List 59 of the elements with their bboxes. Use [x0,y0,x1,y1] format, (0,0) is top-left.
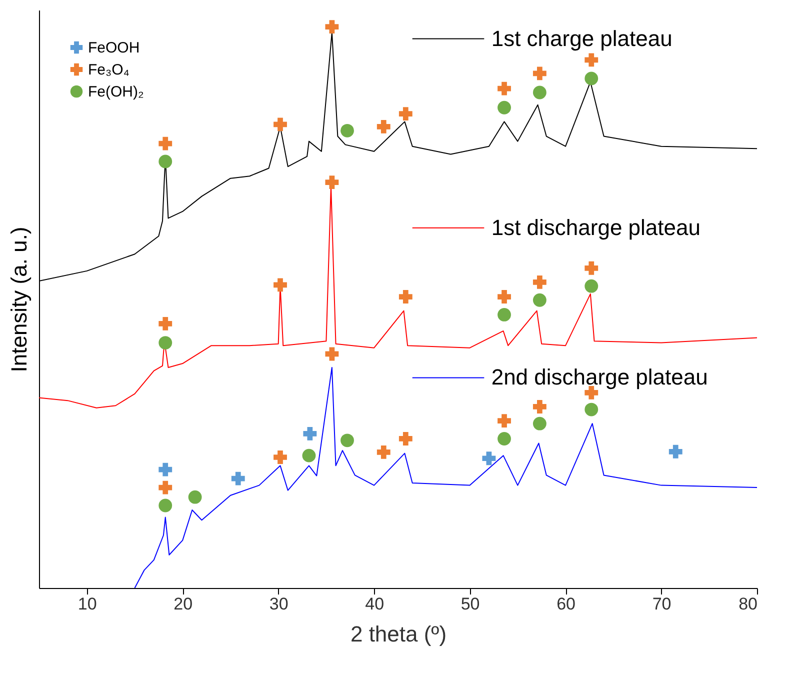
point [340,124,354,138]
x-tick-label: 70 [652,594,672,614]
point [498,82,511,96]
point [532,416,546,430]
point [532,66,546,80]
point [398,432,412,446]
point [158,336,172,350]
x-tick-label: 20 [174,594,193,614]
point [398,107,412,121]
point [498,100,511,114]
point [274,118,287,132]
x-tick-label: 30 [269,594,288,614]
point [158,498,172,512]
point [498,290,511,304]
legend-label: Fe(OH)₂ [88,84,144,100]
point [188,490,202,504]
point [158,480,172,494]
legend-label: 1st charge plateau [491,26,672,51]
point [584,72,598,86]
point [584,279,598,293]
point [325,347,339,361]
point [302,448,316,462]
point [231,472,245,486]
point [376,120,390,134]
point [274,450,287,464]
x-tick-label: 50 [460,594,480,614]
point [158,316,172,330]
x-tick-label: 80 [738,594,758,614]
point [325,20,339,34]
x-tick-label: 10 [78,594,97,614]
point [498,414,511,428]
point [498,432,511,446]
point [482,452,496,466]
legend-label: 2nd discharge plateau [491,364,708,390]
point [668,444,682,458]
point [498,308,511,322]
point [376,445,390,459]
point [274,278,287,292]
point [158,136,172,150]
legend-label: 1st discharge plateau [491,214,700,240]
point [158,462,172,476]
point [340,434,354,448]
point [584,402,598,416]
point [303,426,317,440]
point [532,275,546,289]
legend-label: Fe₃O₄ [88,62,130,78]
point [532,400,546,414]
legend-label: FeOOH [88,40,140,56]
point [584,261,598,275]
x-tick-label: 60 [556,594,576,614]
point [325,176,339,189]
point [158,154,172,168]
point [532,293,546,307]
point [532,86,546,100]
point [584,53,598,67]
point [398,290,412,304]
y-axis-title: Intensity (a. u.) [6,226,32,372]
x-axis-title: 2 theta (º) [350,622,447,646]
x-tick-label: 40 [365,594,384,614]
